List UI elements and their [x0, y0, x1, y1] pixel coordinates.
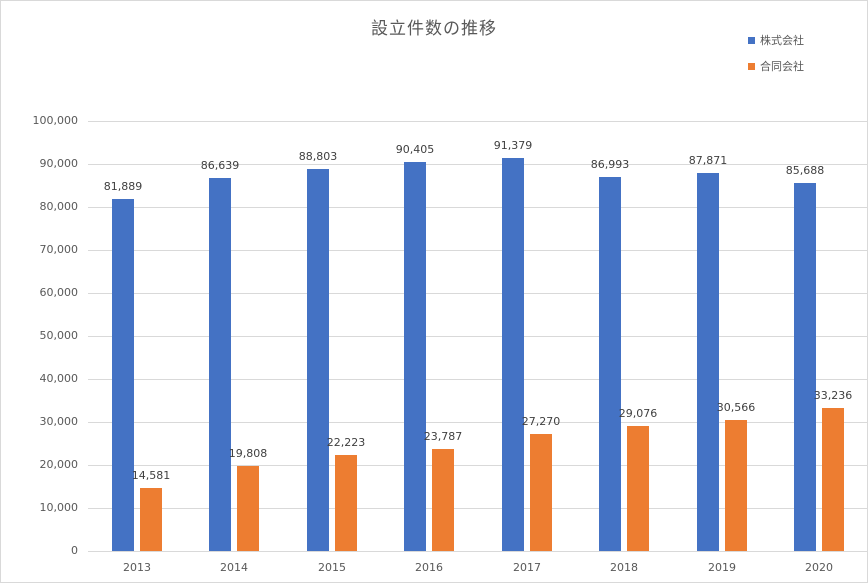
gridline [88, 250, 868, 251]
bar-kabushiki-2017 [502, 158, 524, 551]
gridline [88, 293, 868, 294]
gridline [88, 379, 868, 380]
bar-godo-2013 [140, 488, 162, 551]
data-label: 86,993 [590, 158, 630, 171]
gridline [88, 207, 868, 208]
y-axis-tick-label: 70,000 [39, 243, 79, 256]
bar-kabushiki-2018 [599, 177, 621, 551]
bar-kabushiki-2015 [307, 169, 329, 551]
y-axis-tick-label: 100,000 [32, 114, 79, 127]
bar-kabushiki-2016 [404, 162, 426, 551]
y-axis-tick-label: 30,000 [39, 415, 79, 428]
gridline [88, 465, 868, 466]
bar-kabushiki-2019 [697, 173, 719, 551]
x-axis-tick-label: 2018 [610, 561, 638, 574]
data-label: 88,803 [298, 150, 338, 163]
y-axis-tick-label: 50,000 [39, 329, 79, 342]
bar-godo-2017 [530, 434, 552, 551]
bar-kabushiki-2013 [112, 199, 134, 551]
x-axis-tick-label: 2020 [805, 561, 833, 574]
gridline [88, 164, 868, 165]
data-label: 86,639 [200, 159, 240, 172]
y-axis-tick-label: 0 [71, 544, 78, 557]
y-axis-tick-label: 40,000 [39, 372, 79, 385]
data-label: 14,581 [131, 469, 171, 482]
x-axis-tick-label: 2017 [513, 561, 541, 574]
legend-swatch-orange-icon [748, 62, 755, 70]
data-label: 91,379 [493, 139, 533, 152]
data-label: 90,405 [395, 143, 435, 156]
bar-godo-2015 [335, 455, 357, 551]
x-axis-tick-label: 2015 [318, 561, 346, 574]
legend-label: 株式会社 [760, 34, 804, 47]
y-axis-tick-label: 20,000 [39, 458, 79, 471]
data-label: 85,688 [785, 164, 825, 177]
y-axis-tick-label: 60,000 [39, 286, 79, 299]
chart-title: 設立件数の推移 [371, 19, 497, 39]
y-axis-tick-label: 80,000 [39, 200, 79, 213]
bar-kabushiki-2014 [209, 178, 231, 551]
x-axis-tick-label: 2014 [220, 561, 248, 574]
gridline [88, 508, 868, 509]
legend-label: 合同会社 [760, 60, 804, 73]
gridline [88, 121, 868, 122]
y-axis-tick-label: 10,000 [39, 501, 79, 514]
data-label: 23,787 [423, 430, 463, 443]
data-label: 29,076 [618, 407, 658, 420]
gridline [88, 551, 868, 552]
data-label: 19,808 [228, 447, 268, 460]
bar-kabushiki-2020 [794, 183, 816, 551]
legend-item-kabushiki: 株式会社 [748, 27, 804, 53]
y-axis-tick-label: 90,000 [39, 157, 79, 170]
x-axis-tick-label: 2019 [708, 561, 736, 574]
legend-swatch-blue-icon [748, 36, 755, 44]
data-label: 87,871 [688, 154, 728, 167]
bar-godo-2016 [432, 449, 454, 551]
x-axis-tick-label: 2013 [123, 561, 151, 574]
data-label: 30,566 [716, 401, 756, 414]
gridline [88, 422, 868, 423]
legend: 株式会社 合同会社 [748, 27, 804, 79]
bar-godo-2020 [822, 408, 844, 551]
data-label: 27,270 [521, 415, 561, 428]
bar-godo-2018 [627, 426, 649, 551]
data-label: 81,889 [103, 180, 143, 193]
legend-item-godo: 合同会社 [748, 53, 804, 79]
bar-godo-2014 [237, 466, 259, 551]
gridline [88, 336, 868, 337]
bar-godo-2019 [725, 420, 747, 551]
data-label: 22,223 [326, 436, 366, 449]
x-axis-tick-label: 2016 [415, 561, 443, 574]
data-label: 33,236 [813, 389, 853, 402]
